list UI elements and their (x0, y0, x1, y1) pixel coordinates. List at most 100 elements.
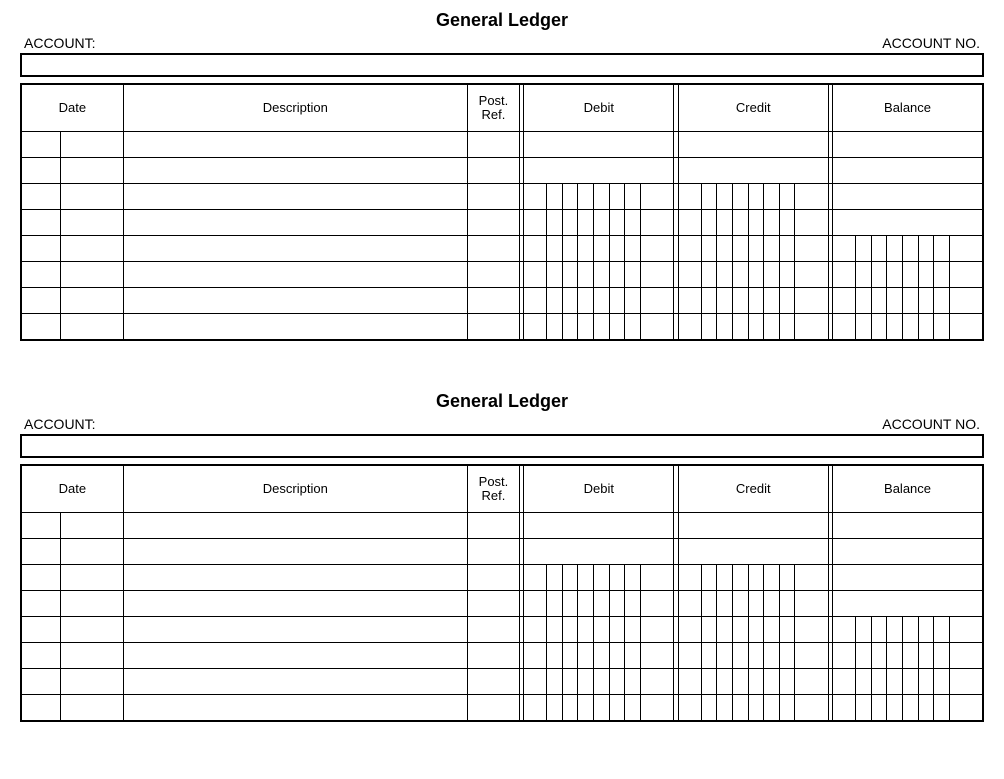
credit-sign (678, 669, 701, 695)
balance-d0 (855, 262, 871, 288)
cell-balance (833, 184, 983, 210)
debit-sign (524, 236, 547, 262)
cell-post-ref (467, 132, 519, 158)
balance-d1 (871, 617, 887, 643)
credit-d3 (748, 184, 764, 210)
debit-d5 (625, 262, 641, 288)
cell-description (123, 262, 467, 288)
balance-d2 (887, 617, 903, 643)
debit-cents (641, 184, 674, 210)
credit-d0 (701, 314, 717, 341)
credit-cents (795, 617, 828, 643)
credit-d2 (732, 617, 748, 643)
debit-d2 (578, 184, 594, 210)
balance-d5 (934, 669, 950, 695)
credit-d2 (732, 314, 748, 341)
account-bar (20, 53, 984, 77)
cell-description (123, 617, 467, 643)
col-description: Description (123, 465, 467, 513)
debit-d2 (578, 617, 594, 643)
debit-cents (641, 643, 674, 669)
balance-d3 (902, 669, 918, 695)
cell-balance (833, 513, 983, 539)
account-no-label: ACCOUNT NO. (882, 35, 980, 51)
debit-d3 (594, 669, 610, 695)
cell-date-a (21, 314, 61, 341)
debit-d4 (609, 314, 625, 341)
debit-sign (524, 184, 547, 210)
balance-d4 (918, 617, 934, 643)
debit-d3 (594, 262, 610, 288)
debit-d3 (594, 643, 610, 669)
cell-description (123, 184, 467, 210)
balance-d5 (934, 643, 950, 669)
cell-balance (833, 132, 983, 158)
credit-cents (795, 210, 828, 236)
credit-d0 (701, 210, 717, 236)
credit-sign (678, 288, 701, 314)
ledger: General LedgerACCOUNT:ACCOUNT NO.DateDes… (20, 10, 984, 341)
col-credit: Credit (678, 465, 828, 513)
debit-d0 (547, 669, 563, 695)
balance-d4 (918, 314, 934, 341)
cell-post-ref (467, 314, 519, 341)
credit-d2 (732, 695, 748, 722)
cell-date-b (61, 132, 124, 158)
ledger-title: General Ledger (20, 391, 984, 412)
balance-d1 (871, 669, 887, 695)
cell-date-a (21, 539, 61, 565)
credit-d4 (764, 236, 780, 262)
balance-d0 (855, 288, 871, 314)
debit-d4 (609, 262, 625, 288)
credit-d3 (748, 617, 764, 643)
cell-post-ref (467, 539, 519, 565)
debit-cents (641, 617, 674, 643)
credit-d4 (764, 591, 780, 617)
credit-d1 (717, 643, 733, 669)
cell-date-b (61, 513, 124, 539)
balance-d2 (887, 695, 903, 722)
balance-d4 (918, 643, 934, 669)
cell-date-a (21, 158, 61, 184)
debit-d1 (562, 262, 578, 288)
cell-date-b (61, 314, 124, 341)
credit-d1 (717, 262, 733, 288)
debit-d5 (625, 669, 641, 695)
cell-date-a (21, 132, 61, 158)
credit-d1 (717, 314, 733, 341)
credit-d0 (701, 184, 717, 210)
cell-credit (678, 513, 828, 539)
cell-date-b (61, 565, 124, 591)
col-credit: Credit (678, 84, 828, 132)
credit-sign (678, 210, 701, 236)
debit-d5 (625, 314, 641, 341)
credit-d5 (779, 262, 795, 288)
ledger-meta: ACCOUNT:ACCOUNT NO. (20, 416, 984, 434)
credit-d5 (779, 236, 795, 262)
cell-date-a (21, 565, 61, 591)
cell-post-ref (467, 565, 519, 591)
debit-d1 (562, 288, 578, 314)
credit-d4 (764, 210, 780, 236)
balance-sign (833, 262, 856, 288)
balance-d1 (871, 288, 887, 314)
balance-cents (949, 669, 983, 695)
credit-d5 (779, 288, 795, 314)
debit-d0 (547, 591, 563, 617)
cell-description (123, 643, 467, 669)
debit-d2 (578, 210, 594, 236)
cell-description (123, 565, 467, 591)
debit-sign (524, 643, 547, 669)
credit-d4 (764, 643, 780, 669)
debit-sign (524, 617, 547, 643)
credit-d0 (701, 262, 717, 288)
cell-debit (524, 513, 674, 539)
cell-debit (524, 132, 674, 158)
balance-d0 (855, 695, 871, 722)
debit-sign (524, 565, 547, 591)
debit-d1 (562, 617, 578, 643)
credit-d5 (779, 565, 795, 591)
debit-d2 (578, 288, 594, 314)
balance-d3 (902, 288, 918, 314)
balance-d5 (934, 262, 950, 288)
